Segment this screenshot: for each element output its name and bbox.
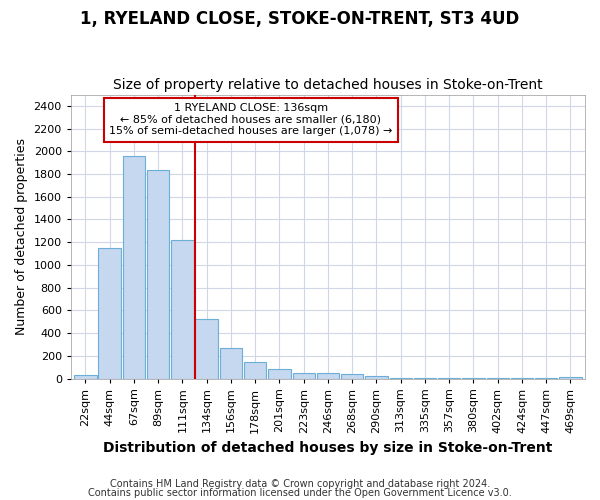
Bar xyxy=(293,373,315,378)
Bar xyxy=(365,376,388,378)
Bar xyxy=(244,362,266,378)
X-axis label: Distribution of detached houses by size in Stoke-on-Trent: Distribution of detached houses by size … xyxy=(103,441,553,455)
Text: Contains public sector information licensed under the Open Government Licence v3: Contains public sector information licen… xyxy=(88,488,512,498)
Text: Contains HM Land Registry data © Crown copyright and database right 2024.: Contains HM Land Registry data © Crown c… xyxy=(110,479,490,489)
Bar xyxy=(98,248,121,378)
Bar xyxy=(317,374,339,378)
Bar xyxy=(123,156,145,378)
Bar xyxy=(341,374,364,378)
Bar xyxy=(559,377,581,378)
Y-axis label: Number of detached properties: Number of detached properties xyxy=(15,138,28,335)
Bar xyxy=(268,370,290,378)
Text: 1, RYELAND CLOSE, STOKE-ON-TRENT, ST3 4UD: 1, RYELAND CLOSE, STOKE-ON-TRENT, ST3 4U… xyxy=(80,10,520,28)
Title: Size of property relative to detached houses in Stoke-on-Trent: Size of property relative to detached ho… xyxy=(113,78,543,92)
Bar xyxy=(220,348,242,378)
Bar xyxy=(74,375,97,378)
Bar xyxy=(196,320,218,378)
Bar xyxy=(171,240,194,378)
Text: 1 RYELAND CLOSE: 136sqm
← 85% of detached houses are smaller (6,180)
15% of semi: 1 RYELAND CLOSE: 136sqm ← 85% of detache… xyxy=(109,103,392,136)
Bar xyxy=(147,170,169,378)
